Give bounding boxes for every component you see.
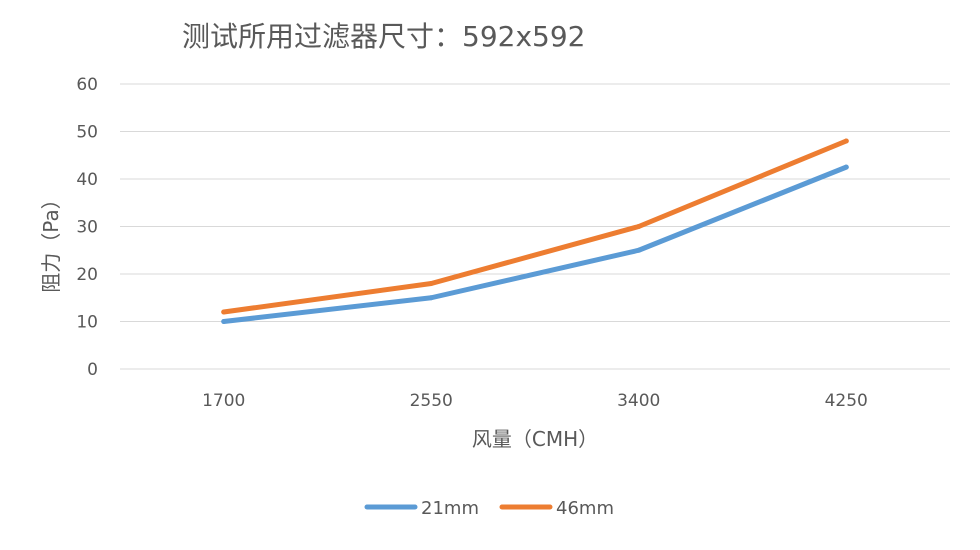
x-axis-title: 风量（CMH） [472,427,598,451]
y-axis-title: 阻力（Pa） [39,189,63,292]
y-tick-label: 20 [76,265,98,285]
data-point-46mm [428,281,434,286]
x-tick-label: 2550 [410,391,453,411]
y-tick-label: 30 [76,218,98,238]
data-point-46mm [636,224,642,229]
data-point-46mm [843,138,849,144]
x-tick-label: 4250 [825,391,868,411]
legend: 21mm 46mm [364,498,614,519]
y-tick-label: 0 [87,360,98,380]
legend-item-21mm: 21mm [364,498,479,519]
x-tick-label: 3400 [617,391,660,411]
data-point-21mm [843,164,849,170]
series-lines [221,138,849,324]
gridlines [120,83,950,370]
series-line-21mm [221,164,849,324]
y-tick-label: 60 [76,75,98,95]
legend-label: 46mm [556,498,614,519]
chart-title: 测试所用过滤器尺寸：592x592 [182,20,585,53]
data-point-21mm [636,247,642,253]
data-point-46mm [221,309,227,315]
legend-label: 21mm [421,498,479,519]
y-tick-label: 10 [76,313,98,333]
y-tick-label: 40 [76,170,98,190]
series-line-46mm [221,138,849,315]
y-tick-label: 50 [76,123,98,143]
legend-item-46mm: 46mm [499,498,614,519]
data-point-21mm [221,319,227,324]
data-point-21mm [428,295,434,301]
y-axis-ticks: 0 10 20 30 40 50 60 [76,75,98,380]
x-tick-label: 1700 [202,391,245,411]
x-axis-ticks: 1700 2550 3400 4250 [202,391,868,411]
